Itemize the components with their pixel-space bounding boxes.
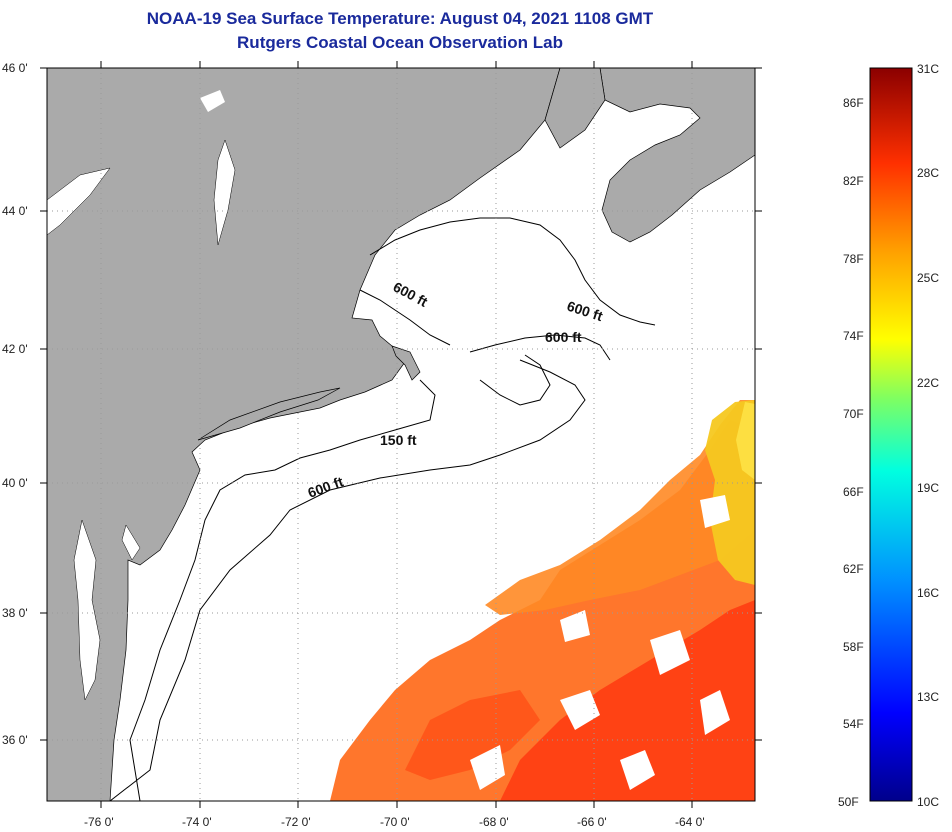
colorbar-celsius-labels: 31C 28C 25C 22C 19C 16C 13C 10C [917,62,939,809]
land-long-island [197,387,341,441]
lake-ontario [47,167,111,236]
lat-label: 44 0' [2,204,28,218]
map-title: NOAA-19 Sea Surface Temperature: August … [146,9,654,28]
cbar-c-label: 22C [917,376,939,390]
axis-ticks [40,61,762,808]
graticule [47,68,755,801]
lon-label: -72 0' [281,815,311,829]
lat-label: 40 0' [2,476,28,490]
small-lake [200,90,225,112]
latitude-labels: 46 0' 44 0' 42 0' 40 0' 38 0' 36 0' [2,61,28,747]
lon-label: -64 0' [675,815,705,829]
map-subtitle: Rutgers Coastal Ocean Observation Lab [237,33,563,52]
sst-data-layer [330,400,755,801]
land-cape-cod [391,345,421,381]
cbar-f-label: 62F [843,562,864,576]
land-new-brunswick [544,68,606,149]
cbar-f-label: 74F [843,329,864,343]
cbar-c-label: 13C [917,690,939,704]
chesapeake-bay [73,519,101,701]
cbar-c-label: 28C [917,166,939,180]
lon-label: -74 0' [182,815,212,829]
lon-label: -70 0' [380,815,410,829]
cbar-f-label: 58F [843,640,864,654]
cbar-f-label: 66F [843,485,864,499]
lon-label: -76 0' [84,815,114,829]
cbar-f-label: 70F [843,407,864,421]
cbar-f-label: 82F [843,174,864,188]
temperature-colorbar: 86F 82F 78F 74F 70F 66F 62F 58F 54F 50F … [838,62,939,809]
cbar-f-label: 54F [843,717,864,731]
colorbar-gradient [869,67,913,802]
cbar-f-label: 78F [843,252,864,266]
cbar-c-label: 25C [917,271,939,285]
cbar-c-label: 19C [917,481,939,495]
land-nova-scotia [599,68,755,243]
lat-label: 38 0' [2,606,28,620]
lon-label: -66 0' [577,815,607,829]
lat-label: 36 0' [2,733,28,747]
contour-label: 600 ft [545,329,582,345]
cbar-f-label: 50F [838,795,859,809]
cbar-c-label: 31C [917,62,939,76]
delaware-bay [121,524,141,561]
cbar-f-label: 86F [843,96,864,110]
lon-label: -68 0' [479,815,509,829]
colorbar-fahrenheit-labels: 86F 82F 78F 74F 70F 66F 62F 58F 54F 50F [838,96,864,809]
bathymetry-contours [109,217,656,801]
contour-label: 150 ft [380,432,417,448]
land-us-mainland [47,68,561,801]
map-frame [46,67,756,802]
lake-champlain [213,139,236,246]
lat-label: 46 0' [2,61,28,75]
cbar-c-label: 16C [917,586,939,600]
lat-label: 42 0' [2,342,28,356]
longitude-labels: -76 0' -74 0' -72 0' -70 0' -68 0' -66 0… [84,815,705,829]
cbar-c-label: 10C [917,795,939,809]
